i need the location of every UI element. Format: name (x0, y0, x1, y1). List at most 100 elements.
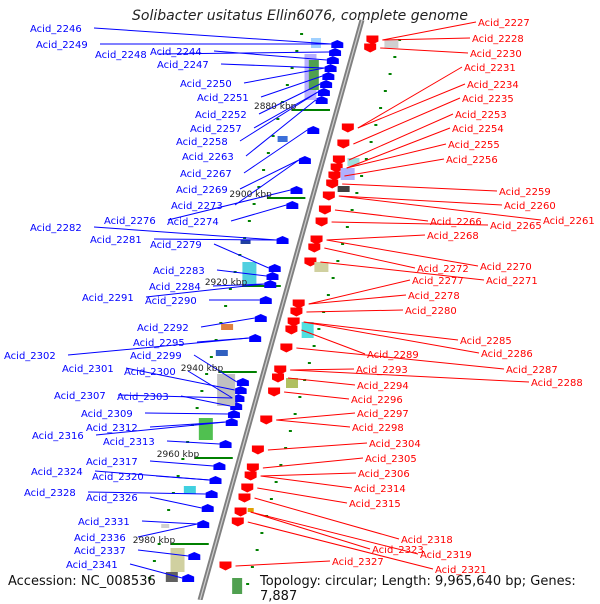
callout-line-left (216, 269, 267, 277)
gene-label-left: Acid_2292 (137, 323, 189, 334)
gene-arrow-right (337, 139, 350, 149)
callout-line-right (326, 239, 479, 267)
gene-label-right: Acid_2228 (472, 34, 524, 45)
gene-arrow-right (332, 155, 345, 165)
feature-block (232, 578, 243, 594)
callout-line-right (306, 309, 404, 313)
gene-label-left: Acid_2295 (133, 338, 185, 349)
callout-line-right (301, 329, 366, 355)
gene-arrow-left (276, 236, 289, 244)
feature-block (347, 158, 360, 166)
gene-arrow-right (287, 317, 300, 327)
gene-arrow-left (197, 520, 210, 528)
gene-label-right: Acid_2327 (332, 557, 384, 568)
gene-label-left: Acid_2251 (197, 93, 249, 104)
gene-label-left: Acid_2279 (150, 240, 202, 251)
callout-line-right (260, 472, 357, 477)
gene-arrow-right (328, 171, 341, 181)
gene-label-right: Acid_2234 (467, 80, 519, 91)
gene-label-left: Acid_2273 (171, 201, 223, 212)
gene-label-left: Acid_2284 (149, 282, 201, 293)
gene-arrow-left (234, 386, 247, 394)
feature-block (337, 186, 350, 192)
gene-label-left: Acid_2320 (92, 472, 144, 483)
feature-block (170, 548, 185, 572)
gene-label-right: Acid_2254 (452, 124, 504, 135)
gene-label-right: Acid_2305 (365, 454, 417, 465)
gene-label-right: Acid_2265 (490, 221, 542, 232)
gene-arrow-left (232, 394, 245, 402)
gene-arrow-left (249, 334, 262, 342)
gene-label-left: Acid_2276 (104, 216, 156, 227)
callout-line-left (193, 354, 238, 383)
gene-label-left: Acid_2299 (130, 351, 182, 362)
callout-line-right (276, 412, 356, 421)
gene-arrow-right (280, 343, 293, 353)
gene-arrow-right (315, 217, 328, 227)
callout-line-left (200, 317, 255, 328)
gene-label-right: Acid_2321 (435, 565, 487, 576)
gene-label-right: Acid_2255 (448, 140, 500, 151)
gene-label-right: Acid_2297 (357, 409, 409, 420)
gene-label-right: Acid_2298 (352, 423, 404, 434)
callout-line-right (250, 511, 371, 550)
gene-arrow-right (366, 35, 379, 45)
callout-line-left (153, 238, 277, 241)
scale-tick-label: 2940 kbp (181, 364, 224, 374)
gene-arrow-right (322, 191, 335, 201)
gene-arrow-left (213, 462, 226, 470)
gene-arrow-left (286, 201, 299, 209)
gene-arrow-right (326, 179, 339, 189)
gene-arrow-left (209, 476, 222, 484)
callout-line-right (257, 487, 348, 504)
gene-arrow-right (292, 299, 305, 309)
callout-line-left (245, 99, 316, 157)
callout-line-right (284, 391, 350, 400)
feature-block (242, 262, 257, 284)
gene-label-right: Acid_2287 (506, 365, 558, 376)
gene-label-left: Acid_2336 (74, 533, 126, 544)
scale-tick-label: 2960 kbp (157, 450, 200, 460)
gene-label-right: Acid_2253 (455, 110, 507, 121)
callout-line-left (145, 283, 265, 298)
gene-label-left: Acid_2252 (195, 110, 247, 121)
gene-label-left: Acid_2301 (62, 364, 114, 375)
callout-layer (67, 21, 542, 579)
gene-label-left: Acid_2269 (176, 185, 228, 196)
callout-line-left (95, 421, 226, 436)
gene-label-right: Acid_2231 (464, 63, 516, 74)
gene-arrow-left (307, 126, 320, 134)
callout-line-left (149, 496, 202, 509)
callout-line-right (382, 21, 477, 41)
gene-arrow-right (310, 235, 323, 245)
gene-arrow-left (205, 490, 218, 498)
gene-label-right: Acid_2296 (351, 395, 403, 406)
gene-label-right: Acid_2293 (356, 365, 408, 376)
callout-line-right (276, 419, 351, 428)
gene-label-left: Acid_2257 (190, 124, 242, 135)
gene-label-right: Acid_2314 (354, 484, 406, 495)
callout-line-left (220, 63, 325, 69)
gene-label-right: Acid_2235 (462, 94, 514, 105)
gene-label-left: Acid_2331 (78, 517, 130, 528)
callout-line-left (144, 412, 228, 415)
gene-arrow-right (268, 387, 281, 397)
gene-arrow-left (268, 264, 281, 272)
gene-arrow-left (201, 504, 214, 512)
gene-label-left: Acid_2281 (90, 235, 142, 246)
gene-label-left: Acid_2244 (150, 47, 202, 58)
gene-label-right: Acid_2318 (401, 535, 453, 546)
gene-label-left: Acid_2250 (180, 79, 232, 90)
callout-line-left (243, 67, 325, 84)
gene-label-right: Acid_2227 (478, 18, 530, 29)
callout-line-right (267, 442, 368, 451)
gene-label-right: Acid_2285 (460, 336, 512, 347)
callout-line-right (357, 66, 463, 129)
gene-label-right: Acid_2230 (470, 49, 522, 60)
feature-block (301, 322, 314, 338)
genome-backbone-highlight (199, 19, 363, 600)
gene-label-right: Acid_2272 (417, 264, 469, 275)
gene-arrow-right (274, 365, 287, 375)
gene-arrow-right (304, 257, 317, 267)
accession-text: Accession: NC_008536 (8, 574, 156, 589)
